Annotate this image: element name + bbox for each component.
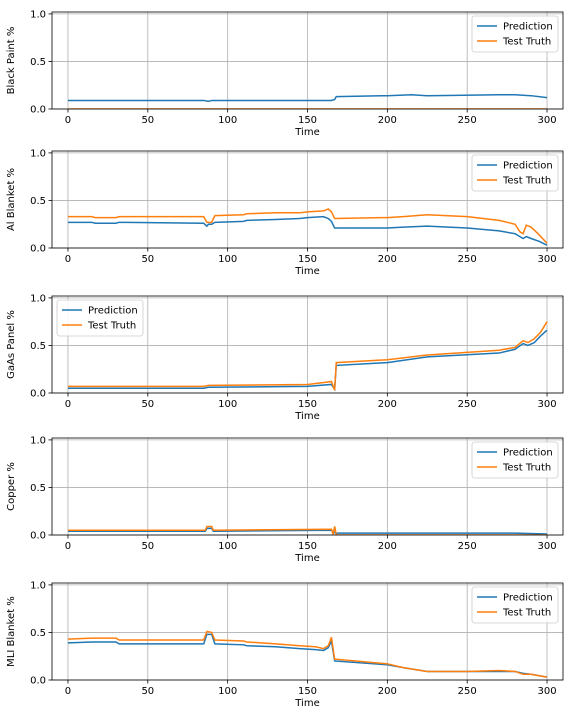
y-axis-label: Copper % [6,462,17,511]
y-tick-label: 1.0 [30,9,46,20]
y-axis-label: Black Paint % [6,27,17,95]
legend: Prediction Test Truth [471,154,559,192]
y-tick-label: 0.5 [30,483,46,494]
y-tick-label: 0.0 [30,676,46,687]
x-tick-label: 200 [378,686,397,697]
x-tick-label: 150 [298,254,317,265]
x-tick-label: 300 [537,254,556,265]
x-tick-label: 100 [218,541,237,552]
legend: Prediction Test Truth [471,15,559,53]
x-tick-label: 300 [537,115,556,126]
y-axis-label: MLI Blanket % [6,596,17,667]
chart-panel-4: 0 50 100 150 200 250 300 0.0 0.5 1.0 Time Copper % P… [6,435,564,564]
legend-box [471,15,559,53]
x-tick-label: 0 [65,115,71,126]
x-tick-label: 250 [458,541,477,552]
x-tick-label: 0 [65,686,71,697]
y-tick-label: 1.0 [30,435,46,446]
y-tick-label: 0.5 [30,628,46,639]
x-tick-label: 250 [458,115,477,126]
legend-entry: Prediction [503,593,553,604]
legend-entry: Prediction [503,22,553,33]
x-axis-label: Time [294,266,319,277]
y-axis-label: GaAs Panel % [6,310,17,379]
legend-entry: Prediction [503,448,553,459]
x-tick-label: 300 [537,686,556,697]
legend-entry: Prediction [503,161,553,172]
x-tick-label: 100 [218,115,237,126]
x-tick-label: 200 [378,541,397,552]
x-tick-label: 200 [378,399,397,410]
series-line-prediction [67,633,548,678]
legend-entry: Test Truth [87,321,136,332]
y-tick-label: 0.0 [30,531,46,542]
y-tick-label: 0.0 [30,389,46,400]
y-axis-label: Al Blanket % [6,168,17,231]
x-tick-label: 100 [218,686,237,697]
series-line-prediction [67,215,548,246]
x-tick-label: 100 [218,254,237,265]
legend-entry: Test Truth [502,463,551,474]
legend-box [471,154,559,192]
y-tick-label: 0.5 [30,341,46,352]
x-tick-label: 250 [458,399,477,410]
x-tick-label: 300 [537,541,556,552]
x-tick-label: 300 [537,399,556,410]
y-tick-label: 0.0 [30,244,46,255]
x-axis-label: Time [294,127,319,138]
legend-entry: Prediction [88,306,138,317]
legend: Prediction Test Truth [56,299,144,337]
legend-entry: Test Truth [502,176,551,187]
y-tick-label: 0.5 [30,57,46,68]
chart-panel-1: 0 50 100 150 200 250 300 0.0 0.5 1.0 Time Black Pai… [6,9,564,138]
x-tick-label: 0 [65,541,71,552]
legend-entry: Test Truth [502,37,551,48]
series-line-prediction [67,329,548,392]
x-axis-label: Time [294,698,319,709]
legend-box [471,441,559,479]
legend: Prediction Test Truth [471,441,559,479]
x-tick-label: 100 [218,399,237,410]
legend: Prediction Test Truth [471,586,559,624]
x-tick-label: 0 [65,254,71,265]
y-tick-label: 0.0 [30,105,46,116]
series-line-test-truth [67,321,548,391]
legend-entry: Test Truth [502,608,551,619]
x-tick-label: 250 [458,254,477,265]
x-tick-label: 150 [298,115,317,126]
y-tick-label: 0.5 [30,196,46,207]
y-tick-label: 1.0 [30,293,46,304]
x-tick-label: 50 [141,115,154,126]
x-tick-label: 250 [458,686,477,697]
legend-box [471,586,559,624]
chart-panel-3: 0 50 100 150 200 250 300 0.0 0.5 1.0 Time GaAs Pane… [6,293,564,422]
x-tick-label: 50 [141,686,154,697]
x-tick-label: 150 [298,399,317,410]
x-tick-label: 150 [298,541,317,552]
series-line-test-truth [67,630,548,678]
chart-panel-5: 0 50 100 150 200 250 300 0.0 0.5 1.0 Time MLI Blank… [6,580,564,709]
x-axis-label: Time [294,553,319,564]
x-tick-label: 50 [141,399,154,410]
x-tick-label: 0 [65,399,71,410]
chart-panel-2: 0 50 100 150 200 250 300 0.0 0.5 1.0 Time Al Blanke… [6,148,564,277]
x-tick-label: 200 [378,115,397,126]
y-tick-label: 1.0 [30,580,46,591]
series-line-test-truth [67,208,548,244]
series-line-prediction [67,93,548,103]
x-axis-label: Time [294,411,319,422]
x-tick-label: 150 [298,686,317,697]
x-tick-label: 200 [378,254,397,265]
x-tick-label: 50 [141,541,154,552]
legend-box [56,299,144,337]
y-tick-label: 1.0 [30,148,46,159]
x-tick-label: 50 [141,254,154,265]
series-line-test-truth [67,525,548,535]
